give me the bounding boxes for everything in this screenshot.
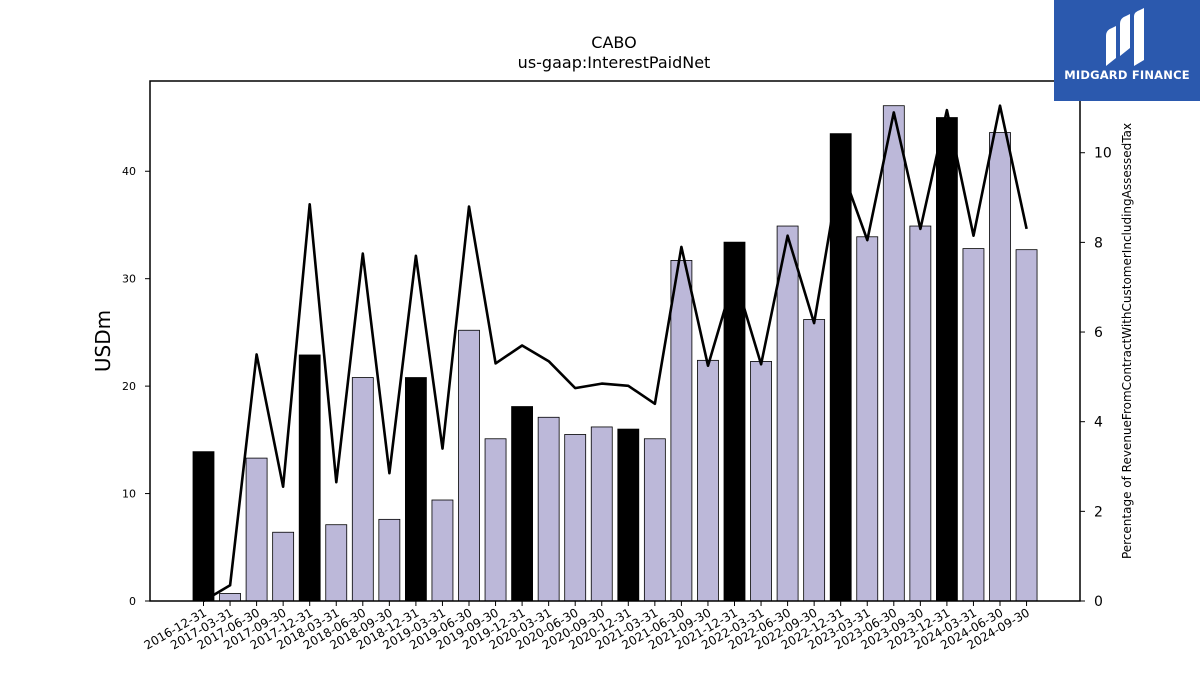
bar-2018-06-30 [351, 377, 374, 602]
bar-2020-06-30 [564, 434, 587, 602]
y-tick-label: 30 [122, 273, 136, 286]
y2-tick-label: 8 [1094, 235, 1103, 251]
brand-logo: MIDGARD FINANCE [1054, 0, 1200, 101]
bar-2018-09-30 [378, 518, 401, 602]
bar-2022-09-30 [803, 319, 826, 602]
bar-2021-09-30 [697, 359, 719, 602]
y-axis-label: USDm [91, 310, 115, 372]
bar-2019-03-31 [431, 499, 454, 602]
bar-2021-06-30 [670, 260, 693, 602]
bar-2023-03-31 [856, 236, 879, 602]
y2-axis-label: Percentage of RevenueFromContractWithCus… [1120, 123, 1134, 559]
bar-2021-03-31 [643, 438, 666, 602]
bar-2024-06-30 [989, 132, 1011, 602]
bar-2017-06-30 [245, 457, 268, 602]
bar-2023-06-30 [882, 105, 905, 602]
ratio-line [202, 104, 1028, 603]
logo-mark-icon [1106, 8, 1144, 66]
y-tick-label: 10 [122, 488, 136, 501]
y-tick-label: 40 [122, 165, 136, 178]
bar-2024-03-31 [962, 248, 985, 602]
bar-2020-03-31 [537, 416, 560, 602]
chart-subtitle: us-gaap:InterestPaidNet [518, 53, 711, 72]
y-axis-right: 0 2 4 6 8 10 [1080, 146, 1112, 610]
bars [192, 105, 1038, 602]
y2-tick-label: 6 [1094, 325, 1103, 341]
bar-2023-12-31 [936, 117, 958, 602]
bar-2022-03-31 [750, 361, 772, 602]
bar-2020-09-30 [590, 426, 613, 602]
bar-2016-12-31 [192, 451, 215, 602]
y2-tick-label: 0 [1094, 594, 1103, 610]
bar-2019-06-30 [458, 329, 480, 602]
bar-2019-12-31 [511, 406, 534, 602]
y-tick-label: 20 [122, 380, 136, 393]
y2-tick-label: 4 [1094, 415, 1103, 431]
y-tick-label: 0 [129, 595, 136, 608]
y2-tick-label: 10 [1094, 146, 1112, 162]
y2-tick-label: 2 [1094, 504, 1103, 520]
bar-2024-09-30 [1015, 249, 1038, 602]
bar-2017-09-30 [272, 531, 295, 602]
bar-2018-12-31 [404, 377, 427, 602]
logo-text: MIDGARD FINANCE [1064, 68, 1190, 82]
bar-2023-09-30 [909, 225, 932, 602]
bar-2020-12-31 [617, 428, 640, 602]
bar-2022-06-30 [776, 225, 799, 602]
bar-2018-03-31 [325, 524, 348, 602]
bar-2017-03-31 [219, 593, 241, 602]
chart-title: CABO [591, 33, 636, 52]
bar-2019-09-30 [484, 438, 507, 602]
ratio-line-path [202, 104, 1028, 603]
plot-frame [149, 80, 1081, 602]
y-axis-left: 0 10 20 30 40 [122, 165, 150, 608]
x-axis: 2016-12-312017-03-312017-06-302017-09-30… [142, 601, 1032, 652]
bar-2017-12-31 [298, 354, 321, 602]
